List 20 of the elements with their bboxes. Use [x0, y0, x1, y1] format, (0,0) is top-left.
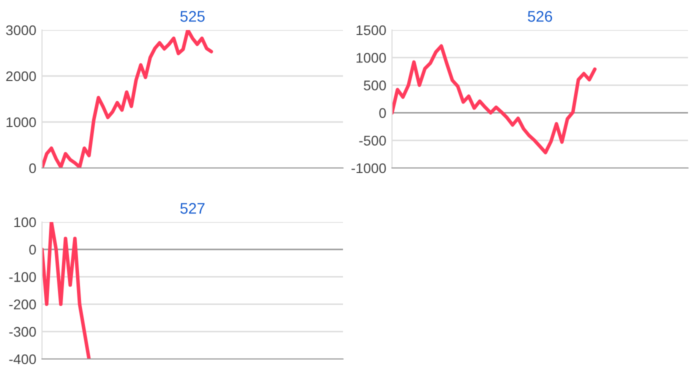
y-tick-label: 100	[14, 217, 36, 228]
line-series	[392, 44, 597, 154]
y-tick-label: -200	[9, 300, 36, 310]
y-tick-label: -400	[9, 354, 36, 364]
chart-title: 526	[528, 11, 552, 22]
y-tick-label: 3000	[6, 25, 36, 36]
y-tick-label: 0	[29, 163, 36, 174]
y-tick-label: -500	[359, 136, 386, 146]
y-tick-label: 2000	[6, 71, 36, 82]
y-tick-label: 500	[364, 80, 386, 90]
y-tick-label: 1500	[356, 25, 386, 36]
y-tick-label: 1000	[6, 117, 36, 128]
y-tick-label: -100	[9, 272, 36, 282]
y-tick-label: 1000	[356, 52, 386, 63]
chart-title: 527	[180, 203, 204, 214]
y-tick-label: 0	[379, 108, 386, 118]
y-tick-label: -1000	[352, 163, 386, 174]
y-tick-label: 0	[29, 244, 36, 255]
chart-title: 525	[180, 11, 205, 22]
y-tick-label: -300	[9, 326, 36, 337]
